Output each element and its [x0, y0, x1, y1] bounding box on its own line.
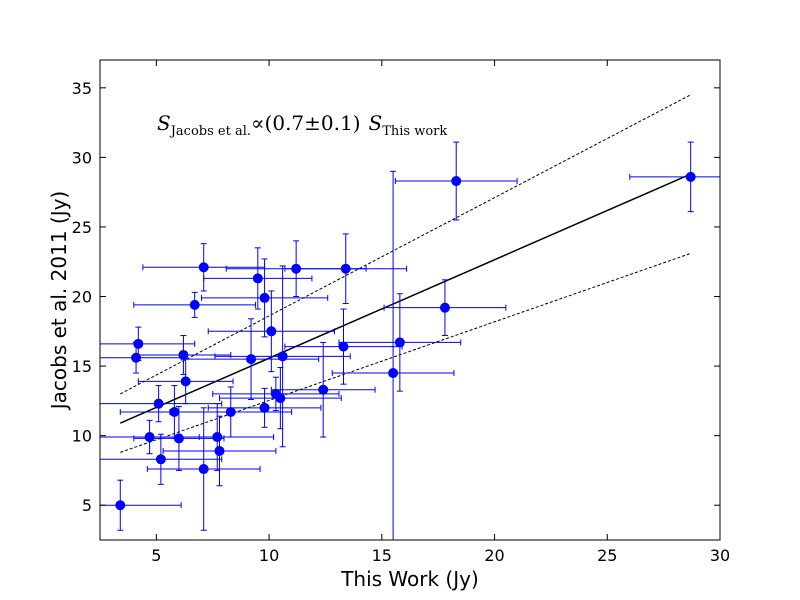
data-points	[100, 141, 720, 540]
point-marker	[212, 432, 223, 443]
data-point	[169, 386, 293, 438]
point-marker	[259, 402, 270, 413]
data-point	[200, 258, 329, 338]
point-marker	[189, 299, 200, 310]
y-tick-label: 15	[72, 357, 92, 376]
data-point	[207, 387, 322, 428]
point-marker	[277, 351, 288, 362]
x-tick-label: 20	[484, 546, 504, 565]
point-marker	[198, 262, 209, 273]
y-tick-label: 30	[72, 148, 92, 167]
point-marker	[225, 407, 236, 417]
data-point	[137, 358, 234, 405]
scaling-annotation: SJacobs et al.∝(0.7±0.1) SThis work	[157, 111, 447, 139]
point-marker	[214, 445, 225, 456]
x-tick-label: 5	[151, 546, 161, 565]
point-marker	[155, 454, 166, 465]
data-point	[142, 243, 266, 292]
data-point	[162, 415, 277, 487]
point-marker	[338, 341, 349, 352]
point-marker	[153, 398, 164, 409]
data-point	[331, 170, 455, 540]
data-point	[284, 233, 408, 304]
point-marker	[318, 384, 329, 395]
data-point	[214, 265, 351, 448]
data-point	[133, 291, 257, 318]
y-tick-label: 25	[72, 218, 92, 237]
data-point	[182, 318, 320, 400]
annotation-symbol: S	[157, 111, 171, 135]
point-marker	[173, 433, 184, 444]
data-point	[207, 290, 335, 373]
point-marker	[439, 302, 450, 313]
annotation-relation: ∝(0.7±0.1)	[251, 111, 361, 135]
data-point	[100, 385, 223, 423]
y-tick-label: 35	[72, 79, 92, 98]
x-axis-label: This Work (Jy)	[340, 567, 479, 591]
x-axis-ticks: 5 10 15 20 25 30	[151, 60, 730, 565]
x-tick-label: 10	[259, 546, 279, 565]
point-marker	[451, 176, 462, 187]
data-point	[100, 433, 223, 485]
x-tick-label: 25	[597, 546, 617, 565]
y-tick-label: 20	[72, 288, 92, 307]
data-point	[133, 405, 225, 471]
point-marker	[394, 337, 405, 348]
point-marker	[388, 368, 399, 379]
y-axis-ticks: 5 10 15 20 25 30 35	[72, 79, 720, 515]
data-point	[338, 293, 462, 392]
y-tick-label: 5	[82, 496, 92, 515]
fit-uncertainty-line	[120, 94, 691, 395]
annotation-symbol-2: S	[369, 111, 383, 135]
point-marker	[275, 393, 286, 404]
data-point	[270, 341, 376, 438]
point-marker	[198, 464, 209, 475]
point-marker	[246, 354, 257, 365]
fit-uncertainty-line	[120, 252, 691, 453]
data-point	[203, 247, 313, 310]
annotation-subscript-2: This work	[382, 124, 447, 139]
point-marker	[180, 376, 191, 387]
y-tick-label: 10	[72, 427, 92, 446]
point-marker	[685, 171, 696, 182]
point-marker	[252, 273, 263, 284]
data-point	[146, 407, 261, 531]
point-marker	[144, 432, 155, 443]
y-axis-label: Jacobs et al. 2011 (Jy)	[47, 191, 71, 412]
point-marker	[115, 500, 126, 511]
point-marker	[340, 263, 351, 274]
data-point	[629, 141, 720, 213]
annotation-subscript-1: Jacobs et al.	[169, 124, 251, 139]
x-tick-label: 30	[710, 546, 730, 565]
data-point	[394, 141, 518, 221]
data-point	[383, 279, 507, 336]
plot-frame	[99, 59, 721, 541]
data-point	[100, 479, 182, 531]
point-marker	[133, 338, 144, 349]
x-tick-label: 15	[372, 546, 392, 565]
point-marker	[266, 326, 277, 337]
point-marker	[259, 292, 270, 303]
